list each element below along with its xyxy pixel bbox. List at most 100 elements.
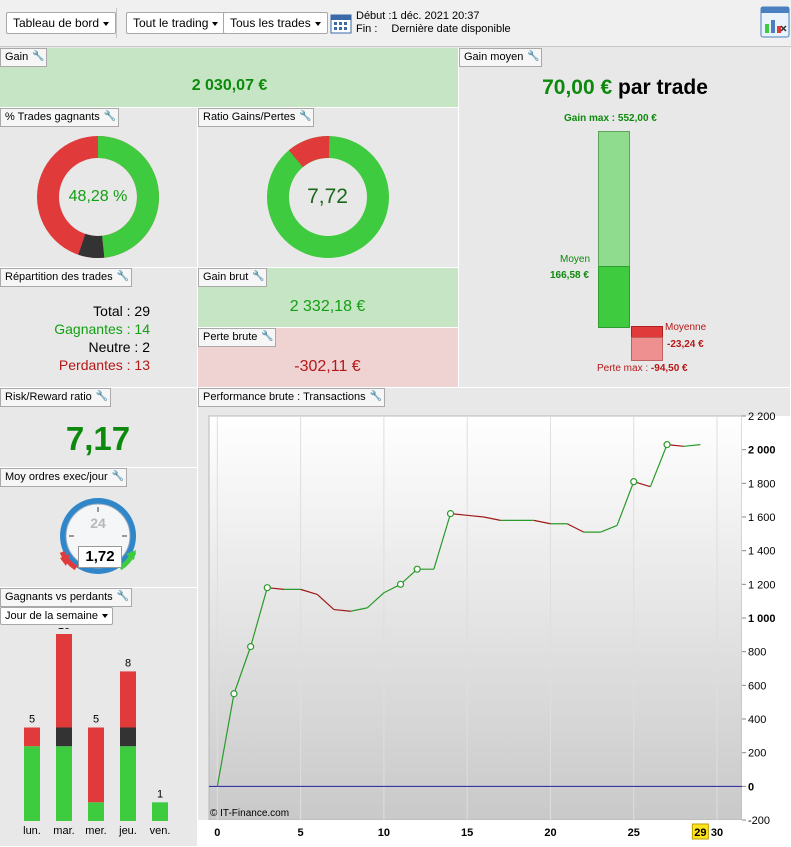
gvp-bar-total: 10 [58,628,70,632]
risk-panel: Risk/Reward ratio 🔧 7,17 [0,388,198,468]
dashboard-dropdown-label: Tableau de bord [13,16,100,30]
wrench-icon[interactable]: 🔧 [95,391,109,402]
perdantes-value: 13 [134,357,150,373]
ratio-donut [267,136,389,258]
gain-moyen-unit: par trade [612,76,708,99]
moyen-value: 166,58 € [550,270,589,281]
gain-panel: Gain 🔧 2 030,07 € [0,48,459,108]
gagnantes-value: 14 [134,321,150,337]
gain-moyen-title-label: Gain moyen [464,51,524,63]
perf-y-tick: 200 [748,748,766,760]
ratio-title-label: Ratio Gains/Pertes [203,111,296,123]
perf-y-tick: 1 200 [748,579,776,591]
perf-line-segment [483,516,501,521]
repartition-panel: Répartition des trades 🔧 Total : 29 Gagna… [0,268,198,388]
trades-gagnants-title-label: % Trades gagnants [5,111,100,123]
perf-line-segment [467,514,484,518]
fin-value: Dernière date disponible [391,23,511,35]
gvp-bar-loss [56,634,72,728]
gagnantes-label: Gagnantes : [54,321,131,337]
perte-max-value: -94,50 € [650,363,688,374]
ordres-title-label: Moy ordres exec/jour [5,471,108,483]
wrench-icon[interactable]: 🔧 [32,51,45,62]
gain-max-label: Gain max : [564,113,616,124]
dashboard-dropdown[interactable]: Tableau de bord [6,12,117,34]
gvp-day-label: mer. [85,825,106,837]
chevron-down-icon [314,21,321,26]
neutre-value: 2 [142,339,150,355]
perdantes-label: Perdantes : [58,357,131,373]
trades-dropdown[interactable]: Tous les trades [223,12,328,34]
perf-point-marker [413,565,421,573]
perf-line-segment [300,588,318,596]
ratio-title[interactable]: Ratio Gains/Pertes 🔧 [198,108,315,127]
trades-gagnants-title[interactable]: % Trades gagnants 🔧 [0,108,119,127]
ratio-value: 7,72 [307,185,348,208]
gain-max-value: 552,00 € [617,113,657,124]
repartition-title[interactable]: Répartition des trades 🔧 [0,268,132,287]
perf-point-marker [230,690,238,698]
gvp-bar-neutral [120,727,136,747]
perf-x-tick: 10 [378,827,390,839]
calendar-icon[interactable] [330,12,352,34]
toolbar: Tableau de bord Tout le trading Tous les… [0,0,791,47]
perf-line-segment [216,693,235,787]
gain-title[interactable]: Gain 🔧 [0,48,48,67]
wrench-icon[interactable]: 🔧 [103,111,117,122]
perf-title-label: Performance brute : Transactions [203,391,366,403]
ordres-title[interactable]: Moy ordres exec/jour 🔧 [0,468,127,487]
gain-moyen-value: 70,00 € [542,76,613,99]
wrench-icon[interactable]: 🔧 [111,471,125,482]
repartition-list: Total : 29 Gagnantes : 14 Neutre : 2 Per… [0,302,150,374]
report-chart-icon[interactable] [760,6,790,40]
perf-line-segment [316,593,335,611]
total-label: Total : [93,303,131,319]
perf-point-marker [247,643,255,651]
perf-title[interactable]: Performance brute : Transactions 🔧 [198,388,385,407]
perf-y-tick: 2 000 [748,445,776,457]
perte-max-bar [631,337,663,361]
gvp-bar-win [24,746,40,821]
perf-point-marker [630,478,638,486]
perf-x-tick: 30 [711,827,723,839]
perf-line-segment [233,646,252,694]
gain-brut-title[interactable]: Gain brut 🔧 [198,268,268,287]
perf-point-marker [446,510,455,518]
gain-moyen-headline: 70,00 € par trade [459,76,791,100]
wrench-icon[interactable]: 🔧 [261,331,274,342]
risk-title[interactable]: Risk/Reward ratio 🔧 [0,388,111,407]
perf-y-tick: 1 600 [748,512,776,524]
gvp-bar-total: 5 [93,714,99,726]
perf-chart: 0 5 10 15 20 25 30 2 200 2 000 1 800 1 600 1 400 1 2… [198,411,791,847]
gvp-day-label: jeu. [118,825,137,837]
perf-watermark: © IT-Finance.com [210,808,289,819]
perf-y-tick: 1 800 [748,478,776,490]
gvp-period-select[interactable]: Jour de la semaine [0,607,113,625]
wrench-icon[interactable]: 🔧 [116,591,130,602]
gain-max-text: Gain max : 552,00 € [564,113,657,124]
wrench-icon[interactable]: 🔧 [299,111,312,122]
wrench-icon[interactable]: 🔧 [252,271,265,282]
repartition-perdantes: Perdantes : 13 [0,356,150,374]
trading-dropdown[interactable]: Tout le trading [126,12,226,34]
wrench-icon[interactable]: 🔧 [116,271,130,282]
date-range: Début :1 déc. 2021 20:37 Fin : Dernière d… [356,10,511,36]
gvp-title[interactable]: Gagnants vs perdants 🔧 [0,588,132,607]
perte-brute-title[interactable]: Perte brute 🔧 [198,328,277,347]
perte-brute-panel: Perte brute 🔧 -302,11 € [198,328,459,388]
moyenne-label: Moyenne [665,322,707,333]
perf-x-tick: 0 [214,827,220,839]
perf-x-tick: 5 [298,827,304,839]
gvp-period-select-label: Jour de la semaine [5,610,98,622]
gain-moyen-title[interactable]: Gain moyen 🔧 [459,48,543,67]
perf-line-segment [600,524,618,533]
perf-line-segment [566,523,585,533]
wrench-icon[interactable]: 🔧 [369,391,383,402]
perf-point-marker [663,441,671,449]
gvp-chart: 5 lun. 10 mar. 5 mer. 8 jeu. 1 ven. [23,628,170,837]
gain-brut-value: 2 332,18 € [289,298,366,315]
gain-brut-panel: Gain brut 🔧 2 332,18 € [198,268,459,328]
toolbar-separator [116,8,117,38]
wrench-icon[interactable]: 🔧 [527,51,540,62]
gvp-bar-neutral [56,727,72,747]
